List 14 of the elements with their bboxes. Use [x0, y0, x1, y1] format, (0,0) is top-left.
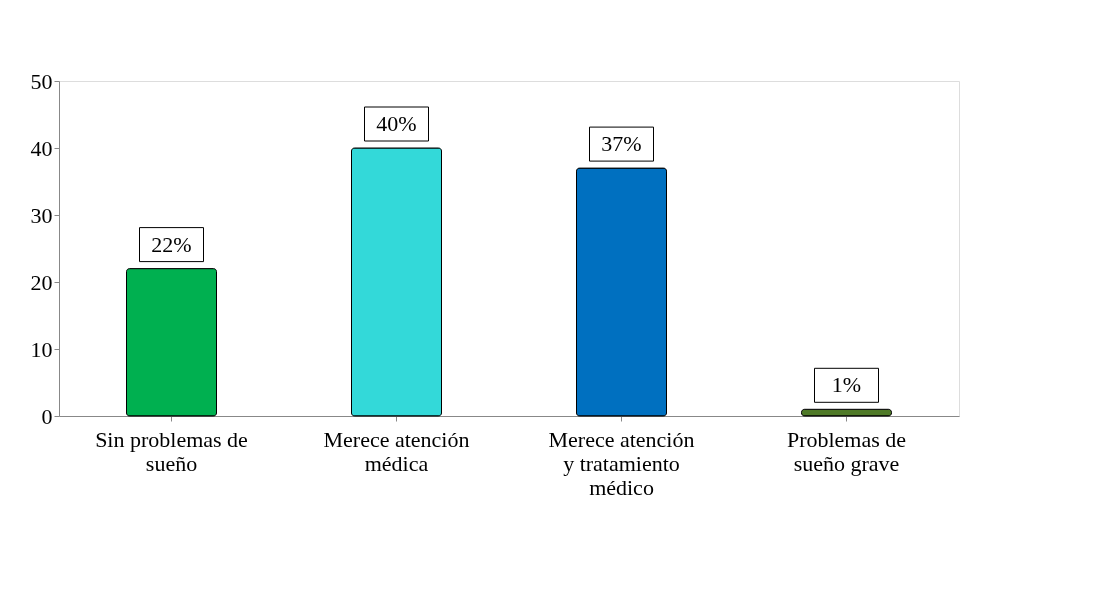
data-label: 22%	[151, 231, 192, 257]
y-tick-label: 10	[30, 336, 53, 362]
data-label: 40%	[376, 111, 417, 136]
y-tick-label: 50	[30, 68, 53, 94]
x-tick-label: Merece atención y tratamiento médico	[548, 426, 695, 500]
data-label: 37%	[601, 131, 642, 157]
y-tick-label: 40	[30, 135, 53, 161]
x-tick-label: Problemas de sueño grave	[786, 426, 907, 476]
y-tick-label: 20	[30, 269, 53, 295]
data-label: 1%	[831, 372, 862, 398]
y-tick-label: 30	[30, 202, 53, 228]
x-tick-label: Merece atención médica	[323, 426, 470, 476]
x-tick-label: Sin problemas de sueño	[95, 426, 248, 476]
y-tick-label: 0	[41, 403, 53, 429]
